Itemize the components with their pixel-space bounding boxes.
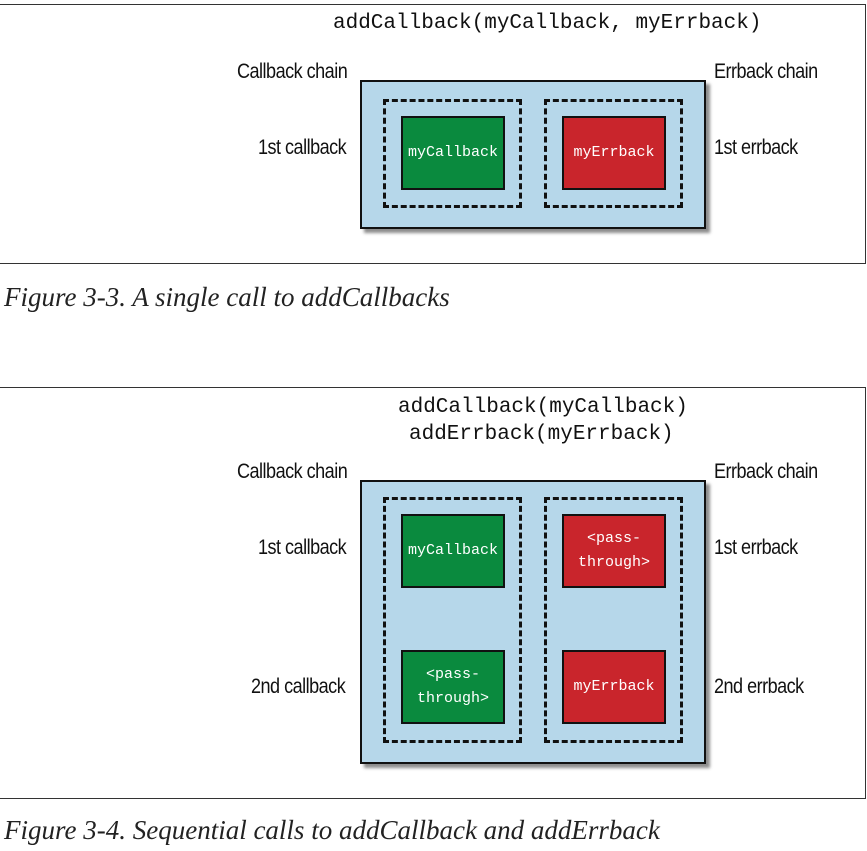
my-errback-box: myErrback [562, 650, 666, 724]
figure-3-4-caption: Figure 3-4. Sequential calls to addCallb… [4, 815, 660, 845]
first-callback-label: 1st callback [258, 136, 347, 159]
first-callback-label: 1st callback [258, 536, 347, 559]
first-errback-label: 1st errback [714, 136, 798, 159]
add-callback-call-text: addCallback(myCallback) [398, 396, 688, 419]
figure-3-3-caption: Figure 3-3. A single call to addCallback… [4, 282, 450, 312]
callback-chain-dashed-column [383, 497, 522, 743]
add-callbacks-call-text: addCallback(myCallback, myErrback) [333, 12, 762, 35]
my-errback-box: myErrback [562, 116, 666, 190]
errback-chain-label: Errback chain [714, 460, 818, 483]
errback-chain-dashed-column [544, 497, 683, 743]
add-errback-call-text: addErrback(myErrback) [409, 423, 674, 446]
callback-chain-dashed-column [383, 99, 522, 208]
second-errback-label: 2nd errback [714, 675, 804, 698]
errback-chain-dashed-column [544, 99, 683, 208]
callback-chain-label: Callback chain [237, 460, 348, 483]
first-errback-label: 1st errback [714, 536, 798, 559]
pass-through-errback-box: <pass- through> [562, 514, 666, 588]
my-callback-box: myCallback [401, 116, 505, 190]
callback-chain-label: Callback chain [237, 60, 348, 83]
second-callback-label: 2nd callback [251, 675, 346, 698]
pass-through-callback-box: <pass- through> [401, 650, 505, 724]
my-callback-box: myCallback [401, 514, 505, 588]
errback-chain-label: Errback chain [714, 60, 818, 83]
